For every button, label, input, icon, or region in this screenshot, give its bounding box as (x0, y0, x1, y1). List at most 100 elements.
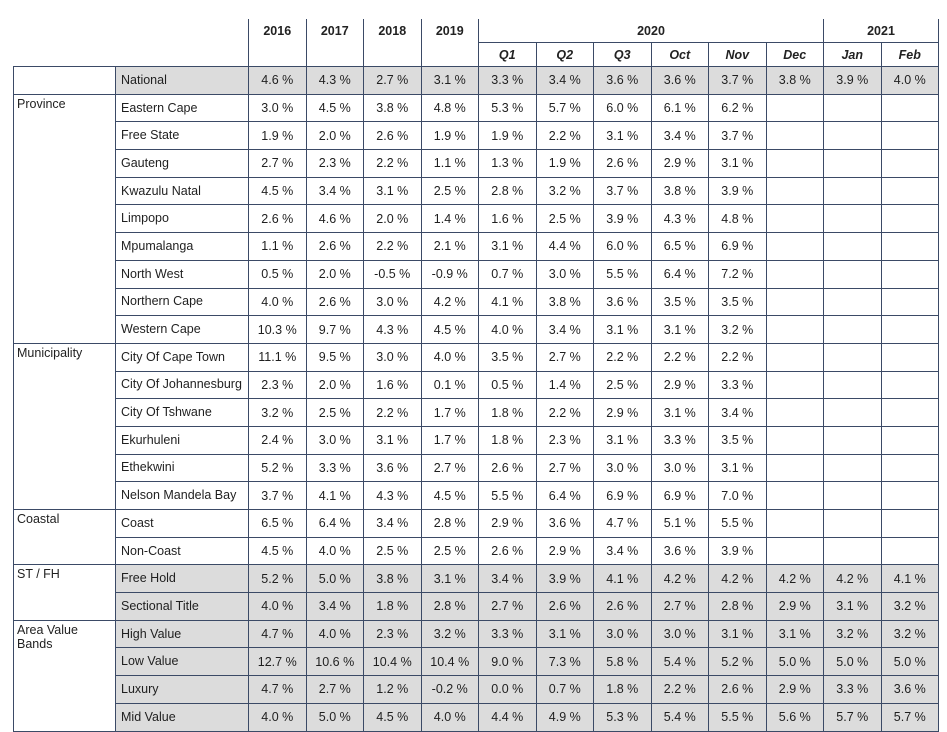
value-cell: 5.3 % (478, 93, 537, 123)
value-cell: 3.7 % (708, 66, 767, 95)
value-cell: 6.2 % (708, 93, 767, 123)
value-cell: 11.1 % (248, 342, 307, 372)
value-cell: 2.9 % (765, 675, 824, 704)
value-cell: 2.5 % (363, 536, 422, 566)
table-body: National 4.6 % 4.3 % 2.7 % 3.1 % 3.3 % 3.4 % 3.… (13, 66, 939, 732)
value-cell: -0.5 % (363, 259, 422, 289)
table-row: City Of Tshwane 3.2 % 2.5 % 2.2 % 1.7 % 1.8 %… (14, 398, 939, 427)
value-cell: 4.0 % (248, 702, 307, 732)
value-cell: 10.4 % (363, 647, 422, 677)
value-cell: 1.8 % (478, 398, 537, 427)
value-cell: 4.2 % (823, 564, 882, 594)
value-cell: 4.3 % (305, 66, 364, 95)
col-nov: Nov (708, 42, 767, 67)
value-cell: 5.4 % (650, 702, 709, 732)
value-cell: 3.1 % (593, 121, 652, 151)
value-cell (823, 149, 882, 178)
value-cell (880, 121, 939, 151)
value-cell: 3.5 % (478, 342, 537, 372)
value-cell (765, 481, 824, 510)
value-cell (880, 481, 939, 510)
value-cell: 4.3 % (363, 481, 422, 510)
row-label: Free State (115, 121, 249, 151)
value-cell (880, 398, 939, 427)
row-label: Mpumalanga (115, 232, 249, 261)
row-group-label: Municipality (13, 342, 116, 511)
value-cell: 2.2 % (363, 232, 422, 261)
value-cell: 3.0 % (593, 619, 652, 649)
value-cell: 3.1 % (363, 176, 422, 206)
value-cell: 3.7 % (708, 121, 767, 151)
value-cell: 2.5 % (305, 398, 364, 427)
value-cell: 10.4 % (420, 647, 479, 677)
row-label: Sectional Title (115, 592, 249, 621)
table-row: Non-Coast 4.5 % 4.0 % 2.5 % 2.5 % 2.6 % 2.9 % 3… (14, 536, 939, 566)
value-cell: 3.2 % (248, 398, 307, 427)
row-label: Eastern Cape (115, 93, 249, 123)
growth-table-container: 2016 2017 2018 2019 2020 2021 Q1 Q2 Q3 O… (13, 19, 939, 732)
col-2018: 2018 (363, 19, 422, 43)
value-cell: 3.0 % (593, 453, 652, 483)
header-row-sub: Q1 Q2 Q3 Oct Nov Dec Jan Feb (14, 42, 939, 67)
col-dec: Dec (765, 42, 824, 67)
table-row: Kwazulu Natal 4.5 % 3.4 % 3.1 % 2.5 % 2.8 % 3.… (14, 176, 939, 206)
value-cell: 3.1 % (708, 453, 767, 483)
value-cell: 2.2 % (535, 398, 594, 427)
value-cell: 7.0 % (708, 481, 767, 510)
value-cell: 3.1 % (363, 425, 422, 455)
value-cell: 2.2 % (593, 342, 652, 372)
row-group-label: Coastal (13, 508, 116, 566)
value-cell: 7.2 % (708, 259, 767, 289)
value-cell: 3.6 % (535, 509, 594, 538)
value-cell: 4.4 % (535, 232, 594, 261)
value-cell: 6.9 % (593, 481, 652, 510)
row-label: City Of Tshwane (115, 398, 249, 427)
value-cell: 2.9 % (650, 149, 709, 178)
row-group-label: Area Value Bands (13, 619, 116, 732)
value-cell: 4.0 % (305, 619, 364, 649)
value-cell (823, 232, 882, 261)
value-cell: 4.0 % (420, 702, 479, 732)
value-cell: 1.3 % (478, 149, 537, 178)
value-cell: 4.0 % (478, 315, 537, 344)
value-cell: 2.7 % (420, 453, 479, 483)
value-cell: 2.5 % (535, 204, 594, 234)
value-cell: 2.3 % (535, 425, 594, 455)
row-group-label: ST / FH (13, 564, 116, 621)
value-cell: 4.0 % (305, 536, 364, 566)
value-cell (823, 398, 882, 427)
value-cell (823, 121, 882, 151)
value-cell: 2.0 % (363, 204, 422, 234)
value-cell: 0.5 % (248, 259, 307, 289)
value-cell: 3.4 % (535, 66, 594, 95)
value-cell: 5.2 % (248, 564, 307, 594)
value-cell: 2.5 % (420, 536, 479, 566)
value-cell: 3.5 % (708, 287, 767, 317)
value-cell: 2.4 % (248, 425, 307, 455)
value-cell: 3.6 % (593, 66, 652, 95)
value-cell: 3.1 % (708, 619, 767, 649)
value-cell (765, 315, 824, 344)
value-cell: 5.7 % (880, 702, 939, 732)
value-cell: 3.2 % (880, 619, 939, 649)
value-cell (765, 398, 824, 427)
value-cell: 1.8 % (363, 592, 422, 621)
value-cell: 3.7 % (593, 176, 652, 206)
value-cell: 5.8 % (593, 647, 652, 677)
value-cell: 5.4 % (650, 647, 709, 677)
value-cell: 4.8 % (708, 204, 767, 234)
value-cell (823, 370, 882, 400)
value-cell: 1.7 % (420, 398, 479, 427)
value-cell: 4.2 % (420, 287, 479, 317)
row-label: Mid Value (115, 702, 249, 732)
value-cell: 4.5 % (248, 536, 307, 566)
table-row: City Of Johannesburg 2.3 % 2.0 % 1.6 % 0.1 %… (14, 370, 939, 400)
value-cell: 2.7 % (535, 453, 594, 483)
value-cell: 12.7 % (248, 647, 307, 677)
value-cell: 3.4 % (593, 536, 652, 566)
value-cell: 5.2 % (708, 647, 767, 677)
value-cell: 3.3 % (823, 675, 882, 704)
value-cell (765, 176, 824, 206)
value-cell: 3.6 % (593, 287, 652, 317)
value-cell: 4.6 % (305, 204, 364, 234)
